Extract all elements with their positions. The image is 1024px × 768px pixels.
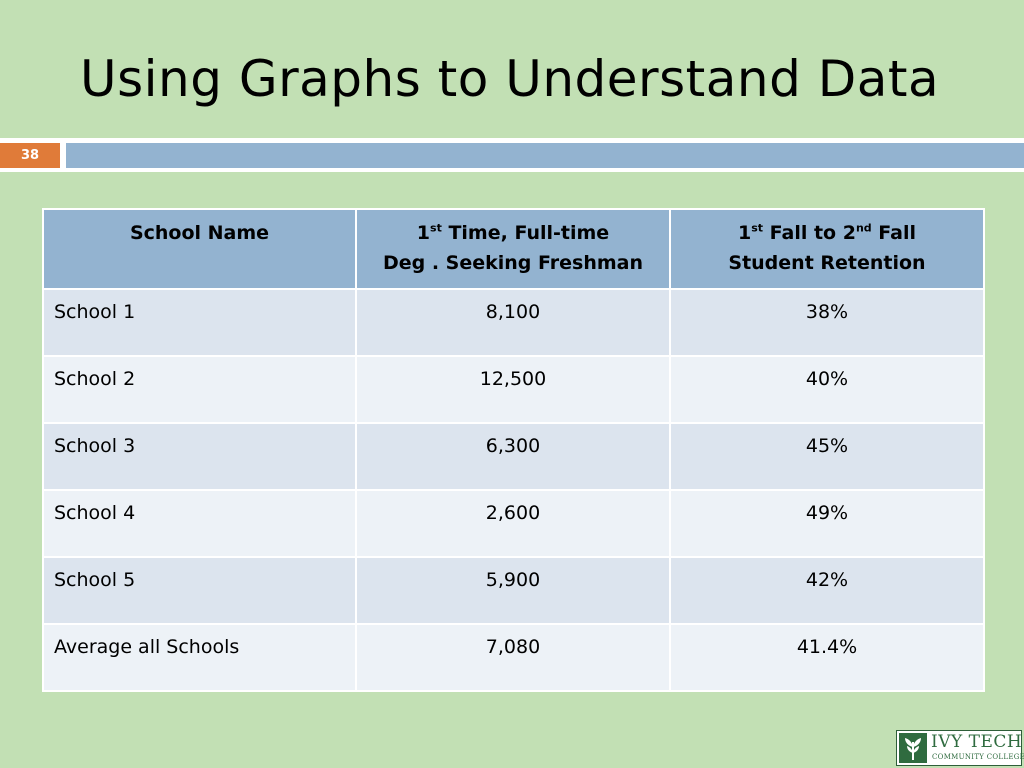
slide-number-badge: 38 xyxy=(0,143,60,168)
header-freshman-ordinal: 1 xyxy=(416,222,431,244)
slide-title: Using Graphs to Understand Data xyxy=(80,50,940,108)
retention-rate-cell: 42% xyxy=(669,556,985,625)
freshman-count-cell: 12,500 xyxy=(355,355,671,424)
retention-rate-cell: 38% xyxy=(669,288,985,357)
freshman-count-cell: 7,080 xyxy=(355,623,671,692)
freshman-count-cell: 2,600 xyxy=(355,489,671,558)
header-freshman-line1: Time, Full-time xyxy=(441,222,610,244)
logo-subtitle: COMMUNITY COLLEGE xyxy=(932,753,1024,761)
retention-rate-cell: 49% xyxy=(669,489,985,558)
header-freshman-ordinal-suffix: st xyxy=(430,221,442,235)
logo-name: IVY TECH xyxy=(931,732,1023,752)
header-freshman-line2: Deg . Seeking Freshman xyxy=(382,252,644,274)
retention-rate-cell: 40% xyxy=(669,355,985,424)
header-retention-post: Fall xyxy=(871,222,916,244)
college-logo: IVY TECH COMMUNITY COLLEGE xyxy=(896,730,1024,766)
school-name-cell: School 1 xyxy=(42,288,357,357)
freshman-count-cell: 8,100 xyxy=(355,288,671,357)
header-retention-ordinal1: 1 xyxy=(737,222,752,244)
school-name-cell: School 5 xyxy=(42,556,357,625)
table-row: School 3 6,300 45% xyxy=(42,422,985,491)
header-retention-suffix1: st xyxy=(751,221,764,235)
table-row: School 5 5,900 42% xyxy=(42,556,985,625)
schools-table: School Name 1st Time, Full-time Deg . Se… xyxy=(42,208,985,692)
ivy-leaf-icon xyxy=(899,733,927,763)
table-row: School 4 2,600 49% xyxy=(42,489,985,558)
freshman-count-cell: 6,300 xyxy=(355,422,671,491)
header-retention-suffix2: nd xyxy=(855,221,872,235)
retention-rate-cell: 41.4% xyxy=(669,623,985,692)
header-freshman: 1st Time, Full-time Deg . Seeking Freshm… xyxy=(355,208,671,290)
school-name-cell: School 4 xyxy=(42,489,357,558)
header-retention-mid: Fall to 2 xyxy=(763,222,856,244)
table-header-row: School Name 1st Time, Full-time Deg . Se… xyxy=(42,208,985,290)
school-name-cell: Average all Schools xyxy=(42,623,357,692)
table-row: School 2 12,500 40% xyxy=(42,355,985,424)
school-name-cell: School 2 xyxy=(42,355,357,424)
header-retention: 1st Fall to 2nd Fall Student Retention xyxy=(669,208,985,290)
header-retention-line2: Student Retention xyxy=(728,252,926,274)
retention-rate-cell: 45% xyxy=(669,422,985,491)
table-row: School 1 8,100 38% xyxy=(42,288,985,357)
title-divider-bar xyxy=(66,143,1024,168)
school-name-cell: School 3 xyxy=(42,422,357,491)
freshman-count-cell: 5,900 xyxy=(355,556,671,625)
header-school-name: School Name xyxy=(42,208,357,290)
table-row-average: Average all Schools 7,080 41.4% xyxy=(42,623,985,692)
